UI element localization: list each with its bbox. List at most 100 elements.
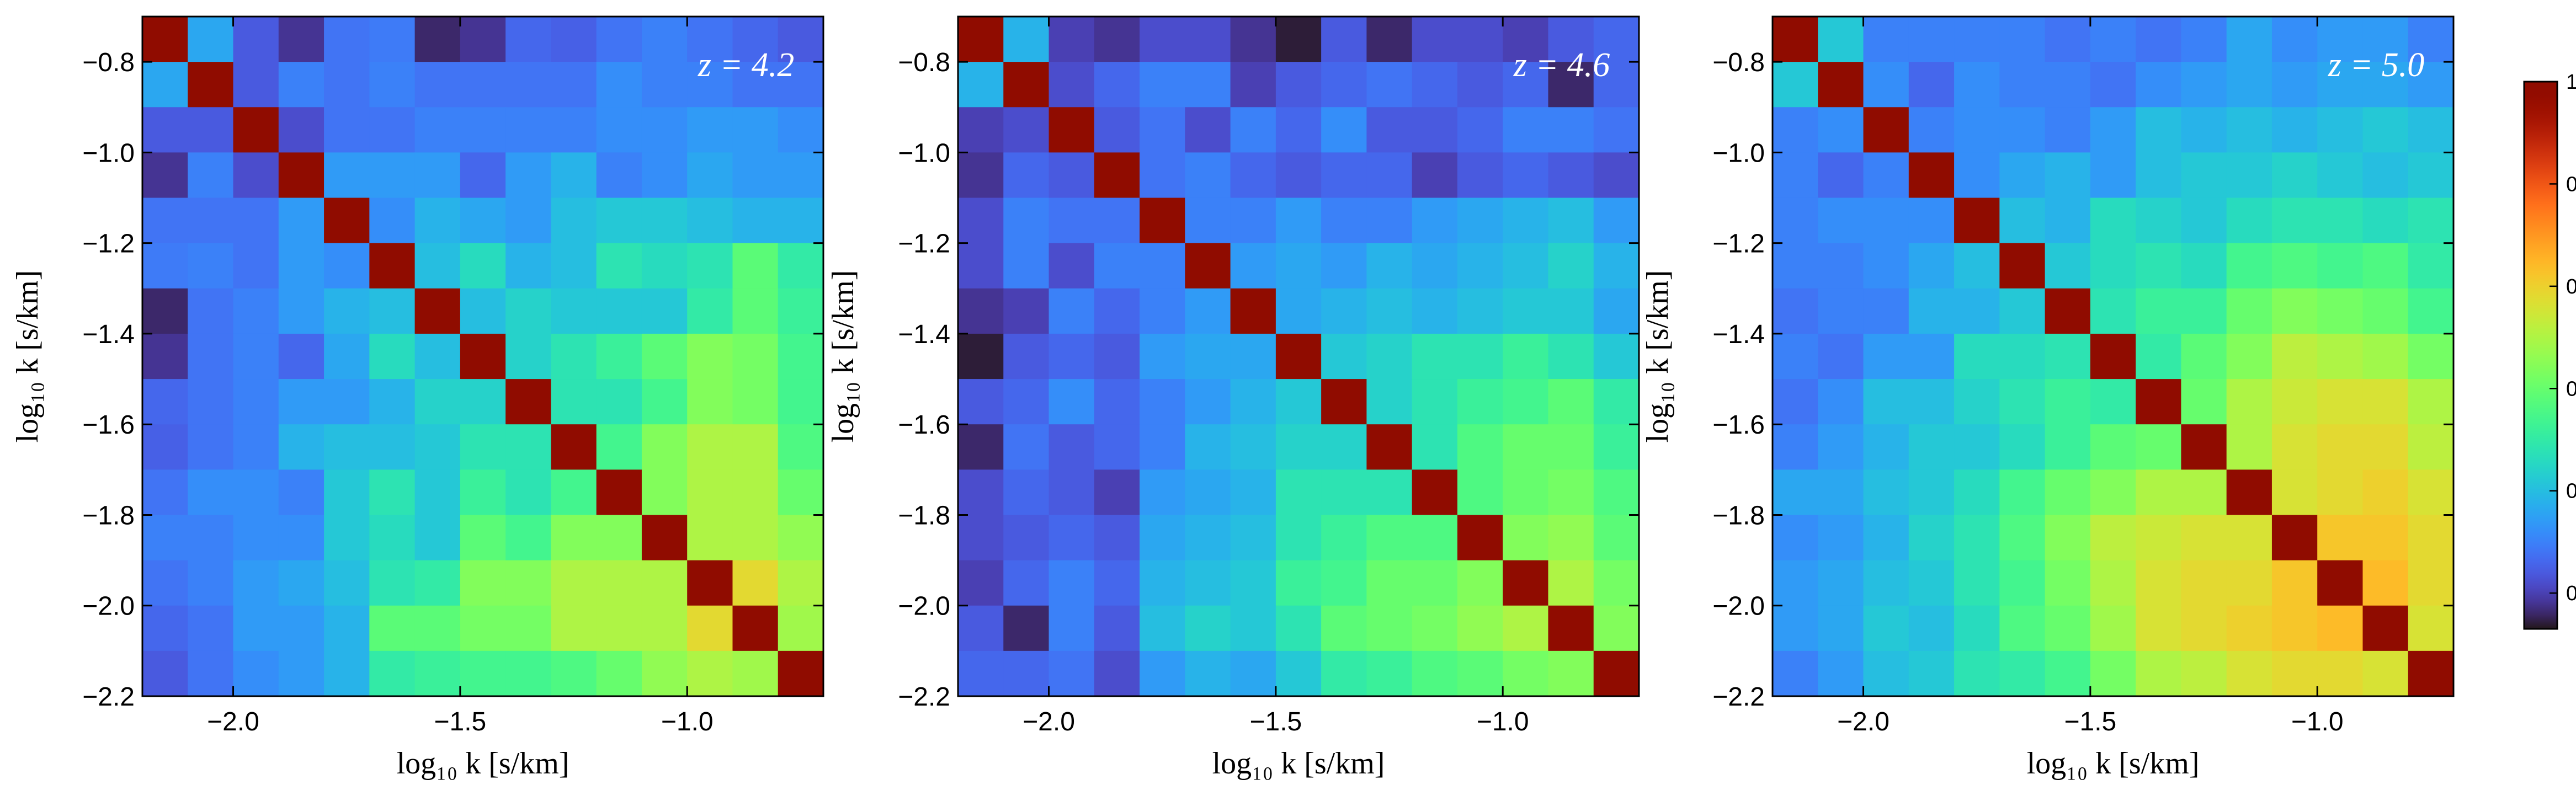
heatmap-cell bbox=[1185, 605, 1231, 652]
heatmap-cell bbox=[958, 62, 1004, 108]
heatmap-cell bbox=[2317, 17, 2364, 62]
heatmap-cell bbox=[2090, 17, 2136, 62]
heatmap-cell bbox=[2181, 17, 2227, 62]
heatmap-cell bbox=[1412, 379, 1458, 425]
y-tick-label: −2.0 bbox=[82, 592, 135, 621]
x-tick-label: −1.5 bbox=[2064, 707, 2116, 736]
heatmap-cell bbox=[1412, 107, 1458, 153]
heatmap-cell bbox=[2271, 107, 2318, 153]
heatmap-cell bbox=[1094, 605, 1140, 652]
heatmap-cell bbox=[369, 560, 416, 606]
heatmap-cell bbox=[732, 62, 779, 108]
heatmap-cell bbox=[2045, 379, 2091, 425]
heatmap-cell bbox=[1185, 243, 1231, 289]
heatmap-cell bbox=[2045, 288, 2091, 334]
heatmap-cell bbox=[1412, 469, 1458, 516]
heatmap-cell bbox=[1321, 243, 1367, 289]
heatmap-cell bbox=[188, 424, 234, 470]
heatmap-cell bbox=[369, 107, 416, 153]
heatmap-cell bbox=[1457, 288, 1503, 334]
heatmap-cell bbox=[2408, 288, 2454, 334]
heatmap-cell bbox=[1818, 469, 1864, 516]
heatmap-cell bbox=[1321, 650, 1367, 697]
heatmap-cell bbox=[687, 288, 733, 334]
heatmap-cell bbox=[188, 107, 234, 153]
heatmap-cell bbox=[687, 469, 733, 516]
heatmap-cell bbox=[369, 333, 416, 380]
heatmap-cell bbox=[460, 469, 506, 516]
heatmap-cell bbox=[1863, 469, 1909, 516]
heatmap-cell bbox=[1548, 107, 1594, 153]
heatmap-cell bbox=[414, 469, 461, 516]
panel-3: −2.0 −1.5 −1.0 −0.8 −1.0 −1.2 −1.4 −1.6 −1.8 −2.0… bbox=[1641, 15, 2455, 781]
heatmap-cell bbox=[1503, 107, 1549, 153]
heatmap-cell bbox=[2226, 560, 2272, 606]
heatmap-cell bbox=[1593, 107, 1640, 153]
heatmap-cell bbox=[958, 515, 1004, 561]
heatmap-cell bbox=[1863, 17, 1909, 62]
heatmap-cell bbox=[188, 152, 234, 199]
heatmap-cell bbox=[687, 17, 733, 62]
heatmap-cell bbox=[414, 605, 461, 652]
heatmap-cell bbox=[414, 650, 461, 697]
heatmap-cell bbox=[1503, 379, 1549, 425]
heatmap-cell bbox=[414, 333, 461, 380]
heatmap-cell bbox=[732, 288, 779, 334]
heatmap-cell bbox=[687, 243, 733, 289]
heatmap-cell bbox=[2362, 107, 2409, 153]
heatmap-cell bbox=[1230, 560, 1276, 606]
heatmap-cell bbox=[142, 197, 188, 244]
heatmap-cell bbox=[1003, 62, 1050, 108]
heatmap-cell bbox=[1773, 469, 1818, 516]
heatmap-cell bbox=[1999, 424, 2046, 470]
heatmap-cell bbox=[1003, 152, 1050, 199]
heatmap-cell bbox=[233, 333, 279, 380]
heatmap-cell bbox=[732, 333, 779, 380]
y-tick-label: −1.0 bbox=[898, 138, 950, 168]
heatmap-cell bbox=[778, 560, 824, 606]
heatmap-cell bbox=[551, 197, 597, 244]
heatmap-cell bbox=[2136, 560, 2181, 606]
heatmap-cell bbox=[1094, 379, 1140, 425]
heatmap-cell bbox=[1954, 605, 2000, 652]
heatmap-cell bbox=[958, 379, 1004, 425]
heatmap-cell bbox=[2045, 107, 2091, 153]
heatmap-cell bbox=[1773, 107, 1818, 153]
heatmap-cell bbox=[1275, 605, 1322, 652]
heatmap-cell bbox=[2271, 197, 2318, 244]
heatmap-cell bbox=[188, 288, 234, 334]
heatmap-cell bbox=[460, 333, 506, 380]
heatmap-cell bbox=[1503, 605, 1549, 652]
heatmap-cell bbox=[958, 243, 1004, 289]
heatmap-cell bbox=[551, 469, 597, 516]
heatmap-cell bbox=[1140, 560, 1185, 606]
heatmap-cell bbox=[1548, 288, 1594, 334]
heatmap-cell bbox=[1503, 650, 1549, 697]
heatmap-cell bbox=[596, 469, 642, 516]
heatmap-cell bbox=[1321, 469, 1367, 516]
heatmap-cell bbox=[551, 605, 597, 652]
heatmap-panels: −2.0 −1.5 −1.0 −0.8 −1.0 −1.2 −1.4 −1.6 −1.8 −2.0… bbox=[10, 15, 2455, 781]
heatmap-cell bbox=[1366, 333, 1413, 380]
heatmap-cell bbox=[233, 560, 279, 606]
heatmap-cell bbox=[2226, 17, 2272, 62]
heatmap-cell bbox=[2045, 650, 2091, 697]
heatmap-cell bbox=[732, 379, 779, 425]
heatmap-cell bbox=[2226, 62, 2272, 108]
heatmap-cell bbox=[2090, 379, 2136, 425]
heatmap-cell bbox=[1094, 243, 1140, 289]
heatmap-cell bbox=[233, 605, 279, 652]
heatmap-cell bbox=[687, 333, 733, 380]
heatmap-cell bbox=[1457, 107, 1503, 153]
heatmap-cell bbox=[778, 62, 824, 108]
heatmap-cell bbox=[1230, 650, 1276, 697]
heatmap-cell bbox=[1140, 243, 1185, 289]
x-tick-label: −1.0 bbox=[661, 707, 714, 736]
heatmap-cell bbox=[1275, 469, 1322, 516]
heatmap-cell bbox=[2362, 379, 2409, 425]
heatmap-cells bbox=[142, 17, 824, 697]
heatmap-cell bbox=[1003, 560, 1050, 606]
heatmap-cell bbox=[1094, 152, 1140, 199]
y-axis-label: log₁₀ k [s/km] bbox=[10, 270, 45, 443]
heatmap-cell bbox=[1321, 379, 1367, 425]
